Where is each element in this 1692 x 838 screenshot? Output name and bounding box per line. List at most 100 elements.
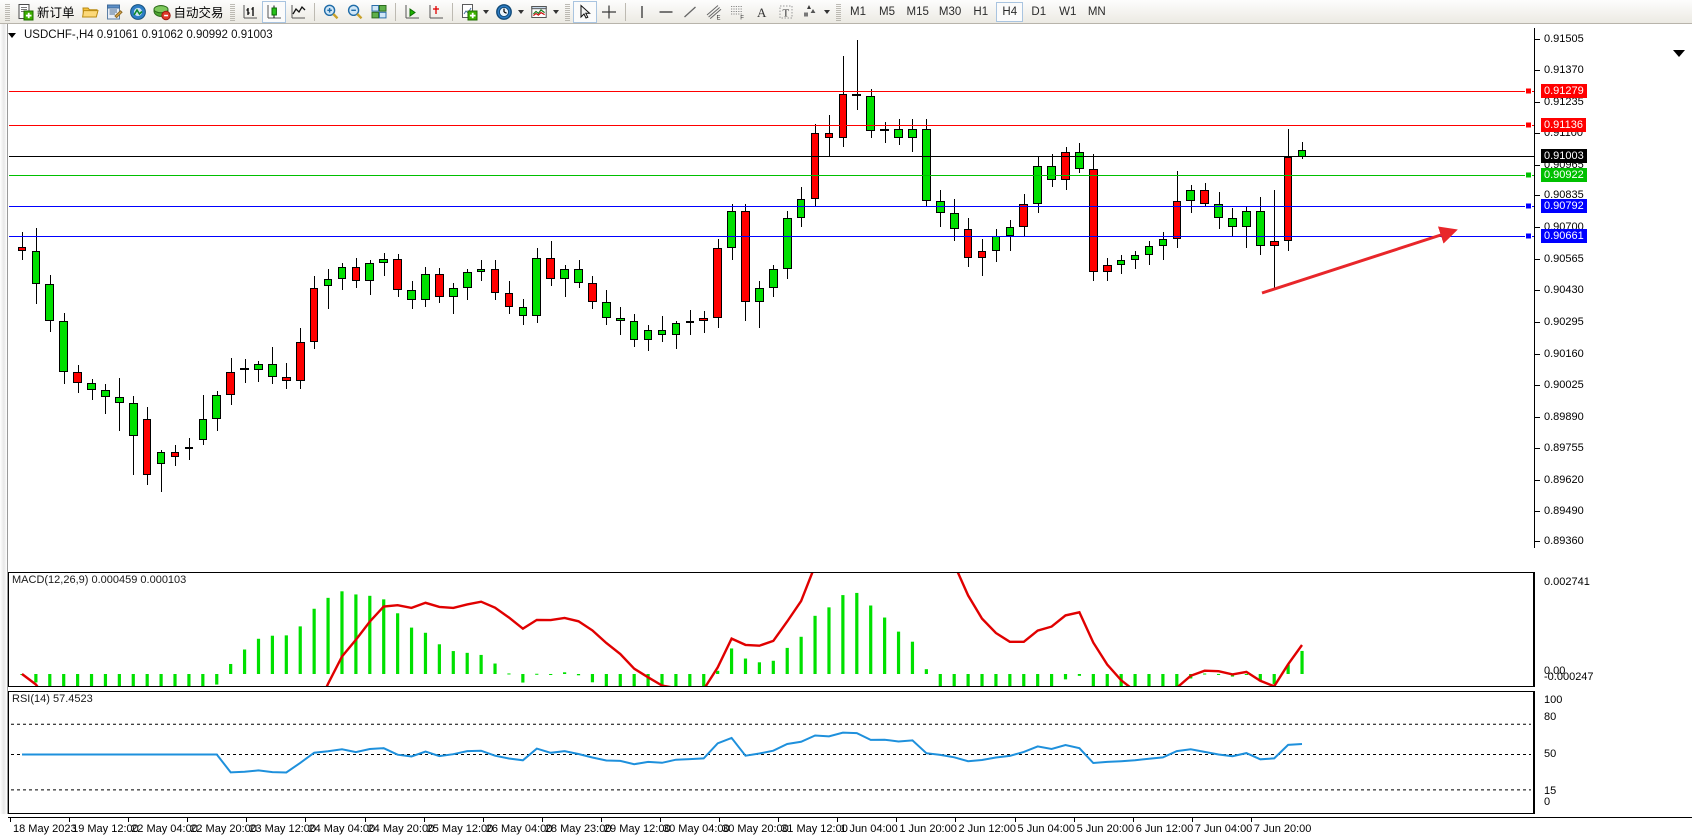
macd-histogram-bar (924, 669, 928, 674)
line-chart-button[interactable] (286, 1, 310, 23)
candle-body (1158, 238, 1168, 246)
level-line-pivot-3[interactable] (9, 175, 1534, 177)
macd-histogram-bar (757, 662, 761, 674)
time-axis[interactable]: 18 May 2023 19 May 12:00 22 May 04:00 22 Ma… (8, 817, 1692, 838)
new-order-button[interactable]: 新订单 (13, 1, 78, 23)
chart-area[interactable]: USDCHF-,H4 0.91061 0.91062 0.90992 0.910… (0, 24, 1692, 838)
open-data-folder-button[interactable] (78, 1, 102, 23)
macd-histogram-bar (62, 674, 66, 686)
period-separator-button[interactable] (492, 1, 527, 23)
metaeditor-button[interactable] (102, 1, 126, 23)
candle-body (588, 283, 597, 303)
level-line-current-2[interactable] (9, 156, 1534, 158)
timeframe-button-m1[interactable]: M1 (850, 5, 867, 18)
candle-wick (286, 362, 287, 389)
timeframe-button-h4[interactable]: H4 (996, 1, 1024, 22)
macd-signal-line (21, 573, 1303, 686)
timeframe-button-mn[interactable]: MN (1087, 5, 1106, 18)
zoom-out-button[interactable] (343, 1, 367, 23)
main-toolbar: 新订单 (0, 0, 1692, 24)
macd-histogram-bar (590, 674, 595, 683)
rsi-series (9, 692, 1533, 813)
toolbar-grip-4[interactable] (835, 2, 841, 21)
symbol-dropdown-icon[interactable] (8, 32, 16, 38)
text-tool-button[interactable]: A (750, 1, 774, 23)
bullish-arrow[interactable] (1261, 226, 1458, 295)
autotrading-icon (153, 3, 171, 21)
add-indicator-button[interactable] (457, 1, 492, 23)
equidistant-channel-tool-button[interactable]: E (702, 1, 726, 23)
level-line-support-5[interactable] (9, 236, 1534, 238)
macd-histogram-bar (368, 595, 372, 674)
chevron-down-icon[interactable] (482, 9, 489, 14)
tile-windows-button[interactable] (367, 1, 391, 23)
macd-histogram-bar (938, 674, 942, 686)
time-axis-label: 1 Jun 20:00 (899, 823, 957, 835)
level-handle-3[interactable] (1525, 171, 1532, 179)
fibonacci-tool-button[interactable]: F (726, 1, 750, 23)
zoom-in-button[interactable] (319, 1, 343, 23)
timeframe-button-h1[interactable]: H1 (973, 5, 989, 18)
bar-chart-button[interactable] (238, 1, 262, 23)
level-line-resistance-0[interactable] (9, 91, 1534, 93)
price-axis-tick (1535, 448, 1540, 450)
candle-body (657, 330, 667, 335)
level-line-support-4[interactable] (9, 205, 1534, 207)
chart-left-scrollbar[interactable] (0, 24, 8, 814)
price-chart-panel[interactable] (9, 28, 1534, 548)
time-axis-tick (305, 818, 307, 822)
label-tool-button[interactable]: T (774, 1, 798, 23)
macd-histogram-bar (660, 674, 664, 686)
toolbar-grip[interactable] (5, 2, 10, 21)
autotrading-button[interactable]: 自动交易 (150, 1, 227, 23)
level-handle-5[interactable] (1525, 232, 1532, 240)
price-axis-label: 0.90025 (1544, 379, 1584, 392)
price-axis-tick (1535, 133, 1540, 135)
macd-histogram-bar (284, 635, 288, 674)
trendline-tool-button[interactable] (678, 1, 702, 23)
chart-shift-button[interactable] (400, 1, 424, 23)
shapes-tool-button[interactable] (798, 1, 833, 23)
toolbar-grip-3[interactable] (564, 2, 570, 21)
timeframe-button-m5[interactable]: M5 (879, 5, 896, 18)
timeframe-button-m15[interactable]: M15 (906, 5, 929, 18)
level-handle-1[interactable] (1525, 121, 1532, 129)
candle-body (73, 372, 82, 383)
cursor-tool-button[interactable] (572, 0, 597, 23)
chevron-down-icon-3[interactable] (552, 9, 559, 14)
macd-axis: 0.002741 0.00 -0.000247 (1534, 572, 1692, 687)
rsi-tick-0: 0 (1544, 796, 1551, 808)
level-handle-4[interactable] (1525, 202, 1532, 210)
candlestick-chart-button[interactable] (261, 0, 286, 23)
price-axis[interactable]: 0.91505 0.91370 0.91235 0.91100 0.90965 0.908… (1534, 28, 1692, 548)
chevron-down-icon-4[interactable] (823, 9, 830, 14)
macd-panel[interactable]: MACD(12,26,9) 0.000459 0.000103 (8, 572, 1534, 687)
price-axis-tick (1535, 510, 1540, 512)
rsi-tick-15: 15 (1544, 785, 1557, 797)
vertical-line-tool-button[interactable] (630, 1, 654, 23)
chart-scroll-arrow-icon[interactable] (1673, 50, 1685, 57)
svg-text:A: A (757, 5, 767, 20)
timeframe-button-w1[interactable]: W1 (1059, 5, 1077, 18)
timeframe-button-d1[interactable]: D1 (1031, 5, 1047, 18)
signals-button[interactable] (126, 1, 150, 23)
crosshair-tool-button[interactable] (597, 1, 621, 23)
level-handle-0[interactable] (1525, 87, 1532, 95)
candle-body (685, 320, 695, 324)
rsi-panel[interactable]: RSI(14) 57.4523 (8, 691, 1534, 814)
candle-wick (1246, 206, 1247, 249)
level-line-resistance-1[interactable] (9, 124, 1534, 126)
rsi-tick-80: 80 (1544, 711, 1557, 723)
time-axis-label: 30 May 04:00 (663, 823, 730, 835)
templates-button[interactable] (527, 1, 562, 23)
horizontal-line-tool-button[interactable] (654, 1, 678, 23)
candle-body (435, 273, 444, 298)
auto-scroll-button[interactable] (424, 1, 448, 23)
price-axis-label: 0.89490 (1544, 504, 1584, 517)
candle-body (323, 278, 333, 286)
toolbar-grip-2[interactable] (229, 2, 235, 21)
svg-text:F: F (740, 15, 744, 20)
timeframe-button-m30[interactable]: M30 (938, 5, 962, 18)
candle-body (1186, 189, 1196, 202)
chevron-down-icon-2[interactable] (517, 9, 524, 14)
